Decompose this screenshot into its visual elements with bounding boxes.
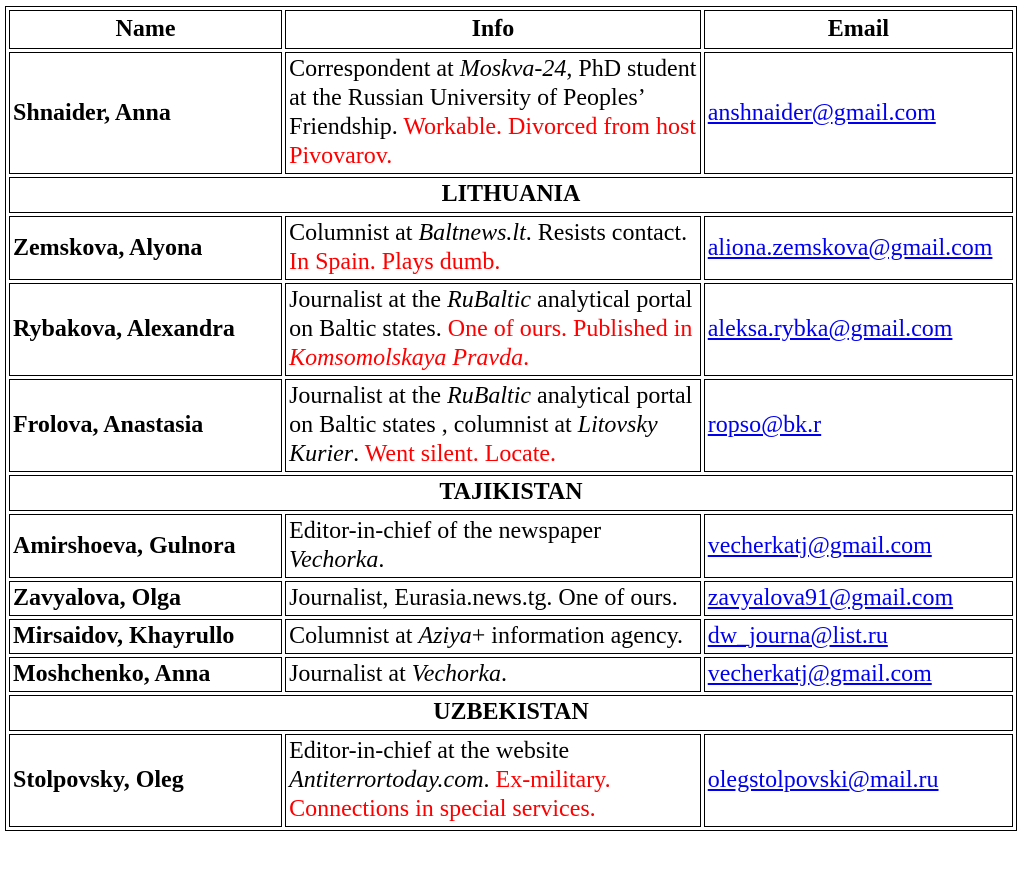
contact-table: Name Info Email Shnaider, Anna Corresponden… xyxy=(5,6,1017,831)
section-row: TAJIKISTAN xyxy=(9,475,1013,511)
email-cell: zavyalova91@gmail.com xyxy=(703,581,1013,616)
section-cell: TAJIKISTAN xyxy=(9,475,1013,511)
info-text: Journalist at xyxy=(289,661,412,687)
email-link[interactable]: aliona.zemskova@gmail.com xyxy=(707,234,993,261)
info-text: Litovsky Kurier xyxy=(289,412,658,467)
info-text: Vechorka xyxy=(289,547,379,573)
info-text: . xyxy=(353,441,365,467)
info-text: Columnist at xyxy=(289,220,419,246)
email-cell: aliona.zemskova@gmail.com xyxy=(703,216,1013,280)
email-cell: dw_journa@list.ru xyxy=(703,619,1013,654)
person-row: Zavyalova, Olga Journalist, Eurasia.news.… xyxy=(9,581,1013,616)
info-cell: Columnist at Aziya+ information agency. xyxy=(285,619,701,654)
info-text: Journalist at the xyxy=(289,383,448,409)
info-cell: Columnist at Baltnews.lt. Resists contac… xyxy=(285,216,701,280)
table-body: Shnaider, Anna Correspondent at Moskva-24… xyxy=(9,52,1013,827)
info-text: Baltnews.lt xyxy=(418,220,526,246)
info-text: Journalist, Eurasia.news.tg. One of ours… xyxy=(289,585,678,611)
email-cell: aleksa.rybka@gmail.com xyxy=(703,283,1013,376)
name-cell: Amirshoeva, Gulnora xyxy=(9,514,283,578)
info-text: Komsomolskaya Pravda xyxy=(289,345,524,371)
email-link[interactable]: olegstolpovski@mail.ru xyxy=(707,767,939,793)
section-cell: LITHUANIA xyxy=(9,177,1013,213)
email-cell: anshnaider@gmail.com xyxy=(703,52,1013,174)
person-row: Zemskova, Alyona Columnist at Baltnews.lt… xyxy=(9,216,1013,280)
person-row: Rybakova, Alexandra Journalist at the RuB… xyxy=(9,283,1013,376)
email-link[interactable]: anshnaider@gmail.com xyxy=(707,99,936,126)
person-row: Shnaider, Anna Correspondent at Moskva-24… xyxy=(9,52,1013,174)
email-link[interactable]: vecherkatj@gmail.com xyxy=(707,661,932,687)
email-cell: vecherkatj@gmail.com xyxy=(703,514,1013,578)
email-link[interactable]: zavyalova91@gmail.com xyxy=(707,585,954,611)
section-row: LITHUANIA xyxy=(9,177,1013,213)
section-row: UZBEKISTAN xyxy=(9,695,1013,731)
info-text: . xyxy=(501,661,508,687)
person-row: Mirsaidov, Khayrullo Columnist at Aziya+ … xyxy=(9,619,1013,654)
info-cell: Journalist at the RuBaltic analytical po… xyxy=(285,379,701,472)
info-text: Moskva-24 xyxy=(459,56,567,82)
person-row: Stolpovsky, Oleg Editor-in-chief at the w… xyxy=(9,734,1013,827)
email-link[interactable]: ropso@bk.r xyxy=(707,412,822,438)
info-cell: Editor-in-chief of the newspaper Vechork… xyxy=(285,514,701,578)
info-text: Editor-in-chief of the newspaper xyxy=(289,518,602,544)
email-link[interactable]: dw_journa@list.ru xyxy=(707,623,888,649)
info-cell: Journalist at Vechorka. xyxy=(285,657,701,692)
section-cell: UZBEKISTAN xyxy=(9,695,1013,731)
info-text: , PhD student at the Russian University … xyxy=(289,56,697,140)
name-cell: Zemskova, Alyona xyxy=(9,216,283,280)
name-cell: Frolova, Anastasia xyxy=(9,379,283,472)
name-cell: Mirsaidov, Khayrullo xyxy=(9,619,283,654)
info-cell: Correspondent at Moskva-24, PhD student … xyxy=(285,52,701,174)
info-text: RuBaltic xyxy=(447,287,532,313)
info-text: . xyxy=(378,547,385,573)
info-text: In Spain. Plays dumb. xyxy=(289,249,501,275)
info-text: RuBaltic xyxy=(447,383,532,409)
info-text: Ex-military. Connections in special serv… xyxy=(289,767,611,822)
info-text: Editor-in-chief at the website xyxy=(289,738,570,764)
header-cell: Name xyxy=(9,10,283,49)
info-text: Vechorka xyxy=(411,661,502,687)
email-link[interactable]: vecherkatj@gmail.com xyxy=(707,532,932,559)
info-text: . xyxy=(523,345,530,371)
info-text: Aziya xyxy=(418,623,472,649)
person-row: Amirshoeva, Gulnora Editor-in-chief of th… xyxy=(9,514,1013,578)
header-cell: Info xyxy=(285,10,701,49)
info-text: . Resists contact. xyxy=(525,220,688,246)
name-cell: Shnaider, Anna xyxy=(9,52,283,174)
info-cell: Journalist, Eurasia.news.tg. One of ours… xyxy=(285,581,701,616)
name-cell: Zavyalova, Olga xyxy=(9,581,283,616)
info-cell: Journalist at the RuBaltic analytical po… xyxy=(285,283,701,376)
name-cell: Rybakova, Alexandra xyxy=(9,283,283,376)
info-text: Journalist at the xyxy=(289,287,448,313)
email-cell: ropso@bk.r xyxy=(703,379,1013,472)
info-text: Columnist at xyxy=(289,623,419,649)
person-row: Frolova, Anastasia Journalist at the RuBa… xyxy=(9,379,1013,472)
email-cell: olegstolpovski@mail.ru xyxy=(703,734,1013,827)
header-row: Name Info Email xyxy=(9,10,1013,49)
info-text: + information agency. xyxy=(471,623,684,649)
email-cell: vecherkatj@gmail.com xyxy=(703,657,1013,692)
info-text: analytical portal on Baltic states. xyxy=(289,287,693,342)
info-text: . xyxy=(483,767,496,793)
header-cell: Email xyxy=(703,10,1013,49)
info-text: One of ours. Published in xyxy=(447,316,693,342)
name-cell: Stolpovsky, Oleg xyxy=(9,734,283,827)
info-text: analytical portal on Baltic states , col… xyxy=(289,383,693,438)
info-text: Antiterrortoday.com xyxy=(289,767,484,793)
info-text: Went silent. Locate. xyxy=(364,441,557,467)
name-cell: Moshchenko, Anna xyxy=(9,657,283,692)
person-row: Moshchenko, Anna Journalist at Vechorka. v… xyxy=(9,657,1013,692)
email-link[interactable]: aleksa.rybka@gmail.com xyxy=(707,316,953,342)
info-text: Correspondent at xyxy=(289,56,460,82)
info-cell: Editor-in-chief at the website Antiterro… xyxy=(285,734,701,827)
info-text: Workable. Divorced from host Pivovarov. xyxy=(289,114,696,169)
